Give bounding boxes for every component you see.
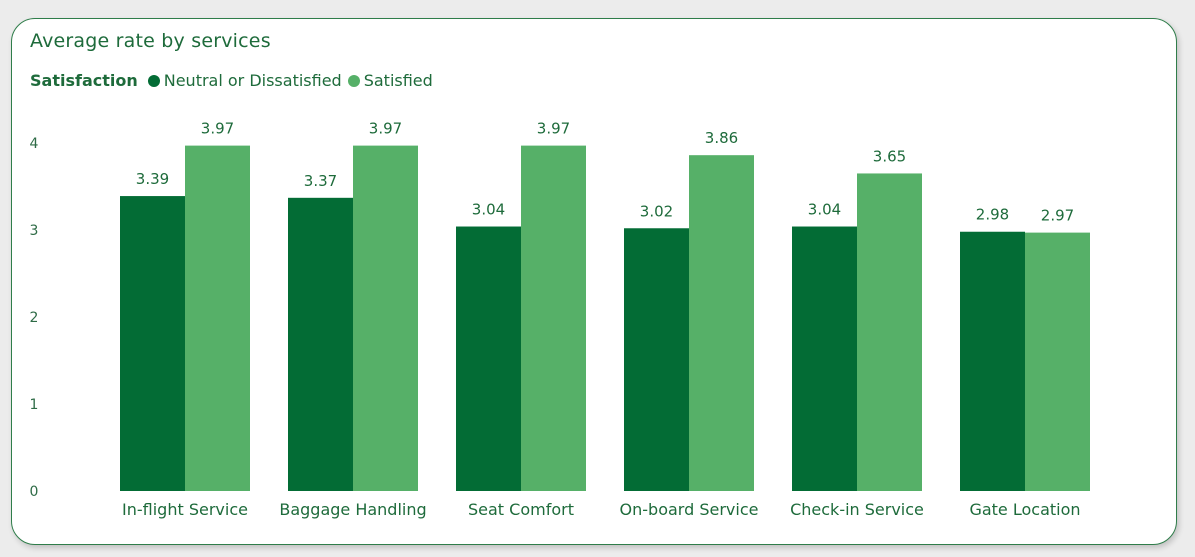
chart-title: Average rate by services — [30, 30, 271, 52]
bar-neutral-or-dissatisfied-in-flight-service[interactable] — [120, 196, 185, 491]
data-label-neutral-or-dissatisfied-gate-location: 2.98 — [976, 206, 1009, 224]
legend-swatch-neutral-or-dissatisfied — [147, 74, 160, 87]
data-label-neutral-or-dissatisfied-in-flight-service: 3.39 — [136, 170, 169, 188]
legend-label-neutral-or-dissatisfied: Neutral or Dissatisfied — [163, 71, 342, 90]
legend-label-satisfied: Satisfied — [363, 71, 433, 90]
data-label-neutral-or-dissatisfied-seat-comfort: 3.04 — [472, 201, 505, 219]
bar-neutral-or-dissatisfied-seat-comfort[interactable] — [456, 226, 521, 491]
legend-item-neutral-or-dissatisfied[interactable]: Neutral or Dissatisfied — [147, 71, 342, 90]
chart-card: Average rate by services Satisfaction Ne… — [11, 18, 1177, 545]
y-tick-label: 4 — [30, 136, 39, 152]
y-tick-label: 3 — [30, 223, 39, 239]
x-tick-label-in-flight-service: In-flight Service — [122, 500, 248, 519]
legend-item-satisfied[interactable]: Satisfied — [347, 71, 433, 90]
bar-neutral-or-dissatisfied-gate-location[interactable] — [960, 231, 1025, 492]
bar-satisfied-baggage-handling[interactable] — [353, 145, 418, 492]
legend-title: Satisfaction — [30, 71, 138, 90]
x-tick-label-baggage-handling: Baggage Handling — [279, 500, 426, 519]
data-label-neutral-or-dissatisfied-check-in-service: 3.04 — [808, 201, 841, 219]
legend-swatch-satisfied — [347, 74, 360, 87]
bar-neutral-or-dissatisfied-on-board-service[interactable] — [624, 228, 689, 491]
legend: Satisfaction Neutral or Dissatisfied Sat… — [30, 71, 439, 90]
x-tick-label-on-board-service: On-board Service — [620, 500, 759, 519]
data-label-neutral-or-dissatisfied-on-board-service: 3.02 — [640, 202, 673, 220]
bar-satisfied-seat-comfort[interactable] — [521, 145, 586, 492]
bar-satisfied-on-board-service[interactable] — [689, 155, 754, 491]
data-label-satisfied-gate-location: 2.97 — [1041, 207, 1074, 225]
bar-chart: 0 1 2 3 4 3.39 3.97 In-flight Service 3.37 3.97 Ba… — [30, 120, 1090, 519]
x-tick-label-seat-comfort: Seat Comfort — [468, 500, 574, 519]
bar-neutral-or-dissatisfied-baggage-handling[interactable] — [288, 197, 353, 491]
data-label-satisfied-check-in-service: 3.65 — [873, 147, 906, 165]
x-tick-label-check-in-service: Check-in Service — [790, 500, 924, 519]
y-tick-label: 1 — [30, 397, 39, 413]
bar-satisfied-check-in-service[interactable] — [857, 173, 922, 491]
data-label-satisfied-baggage-handling: 3.97 — [369, 120, 402, 138]
bar-neutral-or-dissatisfied-check-in-service[interactable] — [792, 226, 857, 491]
data-label-satisfied-seat-comfort: 3.97 — [537, 120, 570, 138]
data-label-satisfied-on-board-service: 3.86 — [705, 129, 738, 147]
bar-satisfied-gate-location[interactable] — [1025, 232, 1090, 492]
data-label-neutral-or-dissatisfied-baggage-handling: 3.37 — [304, 172, 337, 190]
x-tick-label-gate-location: Gate Location — [969, 500, 1080, 519]
bar-satisfied-in-flight-service[interactable] — [185, 145, 250, 492]
y-tick-label: 0 — [30, 484, 39, 500]
data-label-satisfied-in-flight-service: 3.97 — [201, 120, 234, 138]
y-tick-label: 2 — [30, 310, 39, 326]
